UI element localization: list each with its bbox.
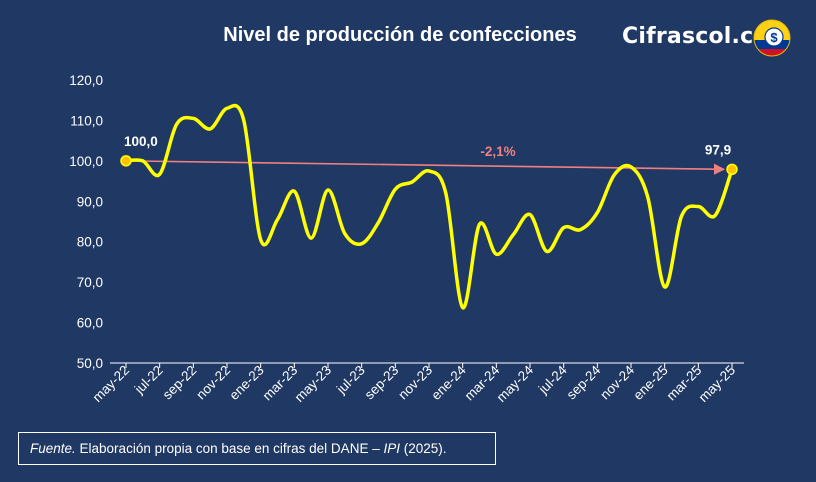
x-tick-label: sep-24 — [564, 362, 604, 402]
y-tick-label: 80,0 — [77, 235, 103, 250]
line-chart: 50,0 60,0 70,0 80,0 90,0 100,0 110,0 120,0 may-… — [69, 73, 744, 405]
y-tick-label: 70,0 — [77, 275, 103, 290]
data-label: 97,9 — [705, 142, 731, 157]
y-tick-label: 60,0 — [77, 316, 103, 331]
x-axis: may-22 jul-22sep-22nov-22ene-23mar-23may-… — [90, 362, 744, 405]
y-tick-label: 90,0 — [77, 194, 103, 209]
data-point-marker — [120, 155, 132, 167]
dollar-coin-colombia-flag-icon: $ — [753, 19, 791, 57]
data-label: 100,0 — [124, 134, 158, 149]
x-tick-label: sep-23 — [362, 363, 402, 403]
source-italic: IPI — [383, 441, 400, 456]
source-text: Elaboración propia con base en cifras de… — [75, 441, 384, 456]
svg-text:$: $ — [770, 30, 778, 45]
x-tick-label: may-25 — [696, 363, 738, 405]
data-labels: 100,0 97,9 — [124, 134, 731, 157]
change-label: -2,1% — [480, 144, 515, 159]
source-text-end: (2025). — [399, 441, 447, 456]
flag-red-band — [754, 49, 790, 56]
series-line — [124, 103, 734, 310]
y-tick-label: 110,0 — [70, 113, 103, 128]
x-tick-label: ene-25 — [630, 363, 670, 403]
chart-title: Nivel de producción de confecciones — [223, 24, 577, 46]
series-markers — [120, 155, 738, 176]
y-tick-label: 120,0 — [69, 73, 103, 88]
x-tick-label: nov-22 — [193, 363, 233, 403]
source-note: Fuente. Elaboración propia con base en c… — [18, 432, 496, 465]
x-tick-label: may-24 — [494, 362, 537, 405]
x-tick-label: nov-24 — [597, 362, 637, 402]
x-tick-label: nov-23 — [395, 363, 435, 403]
y-axis: 50,0 60,0 70,0 80,0 90,0 100,0 110,0 120,0 — [69, 73, 103, 371]
x-tick-label: ene-24 — [428, 362, 469, 403]
x-tick-label: sep-22 — [160, 363, 200, 403]
data-point-marker — [726, 163, 738, 176]
y-tick-label: 100,0 — [69, 154, 103, 169]
x-tick-label: may-23 — [292, 363, 334, 405]
source-label: Fuente. — [30, 441, 76, 456]
y-tick-label: 50,0 — [77, 356, 103, 371]
x-tick-label: ene-23 — [226, 363, 266, 403]
trend-arrow — [125, 160, 726, 175]
